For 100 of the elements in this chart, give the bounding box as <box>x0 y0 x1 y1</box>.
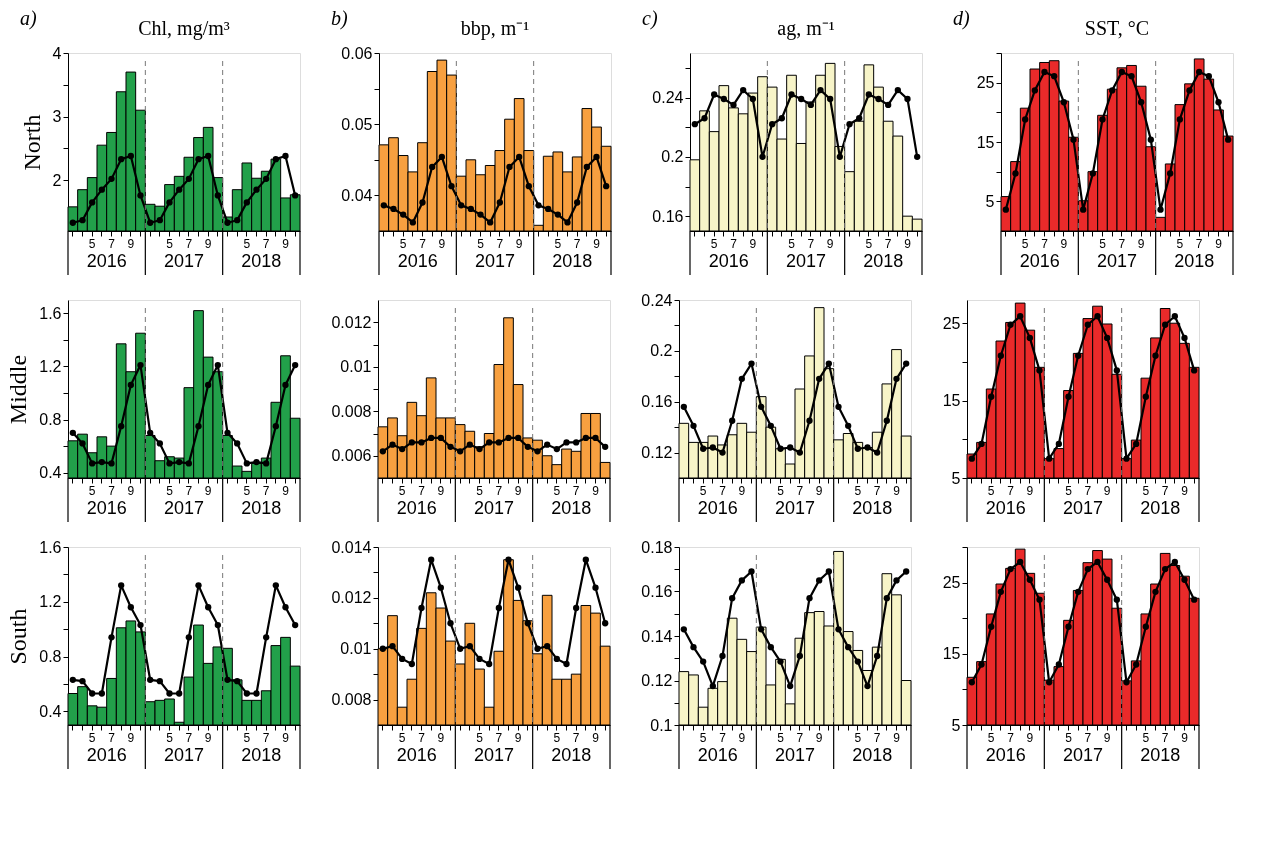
x-tick-label: 5 <box>243 236 251 251</box>
point <box>816 577 823 584</box>
point <box>127 152 134 160</box>
point <box>1196 68 1203 76</box>
point <box>1176 116 1183 123</box>
text: 2017 <box>474 251 516 271</box>
x-tick-label: 7 <box>573 236 581 251</box>
point <box>214 361 221 369</box>
point <box>524 443 531 451</box>
y-tick-label: 3 <box>52 108 62 126</box>
point <box>740 86 747 94</box>
point <box>894 86 901 94</box>
x-tick-label: 7 <box>1084 483 1092 498</box>
point <box>282 152 289 160</box>
point <box>1055 440 1062 448</box>
point <box>1099 116 1106 123</box>
text: 2016 <box>985 745 1026 765</box>
point <box>224 429 231 436</box>
text: 2016 <box>86 251 127 271</box>
point <box>147 676 154 683</box>
x-tick-label: 5 <box>1142 730 1150 745</box>
point <box>825 568 832 575</box>
point <box>476 655 483 663</box>
point <box>1167 170 1174 177</box>
point <box>1104 576 1111 583</box>
point <box>729 595 736 602</box>
point <box>1017 313 1024 320</box>
x-tick-label: 7 <box>719 483 727 498</box>
point <box>495 604 502 612</box>
y-tick-label: 0.01 <box>340 358 372 376</box>
point <box>788 91 795 98</box>
point <box>816 375 823 382</box>
point <box>516 153 523 161</box>
point <box>1007 321 1014 328</box>
text: 2018 <box>551 745 592 765</box>
point <box>583 163 590 171</box>
point <box>914 153 921 160</box>
point <box>1002 206 1009 213</box>
x-tick-label: 7 <box>185 730 193 745</box>
chart-subtitle: d) <box>953 7 970 30</box>
point <box>1089 170 1096 177</box>
x-tick-label: 5 <box>1021 236 1029 251</box>
point <box>564 219 571 226</box>
point <box>272 423 279 430</box>
text: 2017 <box>473 745 515 765</box>
point <box>748 360 755 367</box>
point <box>409 219 416 226</box>
y-tick-label: 0.12 <box>641 672 673 689</box>
point <box>787 682 794 690</box>
y-tick-label: 0.24 <box>641 291 673 309</box>
x-tick-label: 9 <box>1181 483 1189 498</box>
y-tick-label: 0.008 <box>331 402 372 420</box>
x-tick-label: 9 <box>438 236 446 251</box>
y-tick-label: 0.4 <box>39 464 62 482</box>
point <box>1191 367 1198 374</box>
point <box>593 153 600 161</box>
point <box>978 440 985 448</box>
point <box>854 445 861 452</box>
point <box>835 626 842 633</box>
point <box>573 439 580 446</box>
x-tick-label: 9 <box>1026 483 1034 498</box>
point <box>1036 596 1043 603</box>
point <box>1075 352 1082 359</box>
y-tick-label: 0.2 <box>661 148 684 166</box>
y-tick-label: 0.012 <box>331 589 372 607</box>
point <box>553 445 560 453</box>
point <box>515 434 522 442</box>
point <box>1065 623 1072 630</box>
point <box>118 156 125 163</box>
point <box>1157 206 1164 213</box>
x-tick-label: 9 <box>282 483 290 498</box>
text: 2018 <box>551 498 592 518</box>
x-tick-label: 5 <box>865 236 873 251</box>
x-tick-label: 9 <box>1103 483 1111 498</box>
y-tick-label: 0.14 <box>641 627 673 645</box>
x-tick-label: 9 <box>1103 730 1111 745</box>
y-tick-label: 1.6 <box>39 304 62 322</box>
y-tick-label: 2 <box>52 171 62 189</box>
point <box>690 422 697 430</box>
point <box>1123 455 1130 462</box>
chart-subtitle: c) <box>642 7 658 30</box>
point <box>389 643 396 650</box>
point <box>787 444 794 451</box>
x-tick-label: 7 <box>262 730 270 745</box>
x-tick-label: 5 <box>88 236 96 251</box>
x-tick-label: 7 <box>495 483 503 498</box>
x-tick-label: 9 <box>592 730 600 745</box>
point <box>69 676 76 683</box>
point <box>214 621 221 629</box>
x-tick-label: 7 <box>418 483 426 498</box>
text: 2018 <box>241 745 282 765</box>
point <box>176 690 183 697</box>
point <box>1113 596 1120 603</box>
text: 2018 <box>241 498 282 518</box>
point <box>903 568 910 575</box>
x-tick-label: 5 <box>243 730 251 745</box>
text: 2016 <box>396 498 437 518</box>
x-tick-label: 5 <box>1099 236 1107 251</box>
point <box>1215 99 1222 106</box>
text: 2018 <box>852 498 893 518</box>
